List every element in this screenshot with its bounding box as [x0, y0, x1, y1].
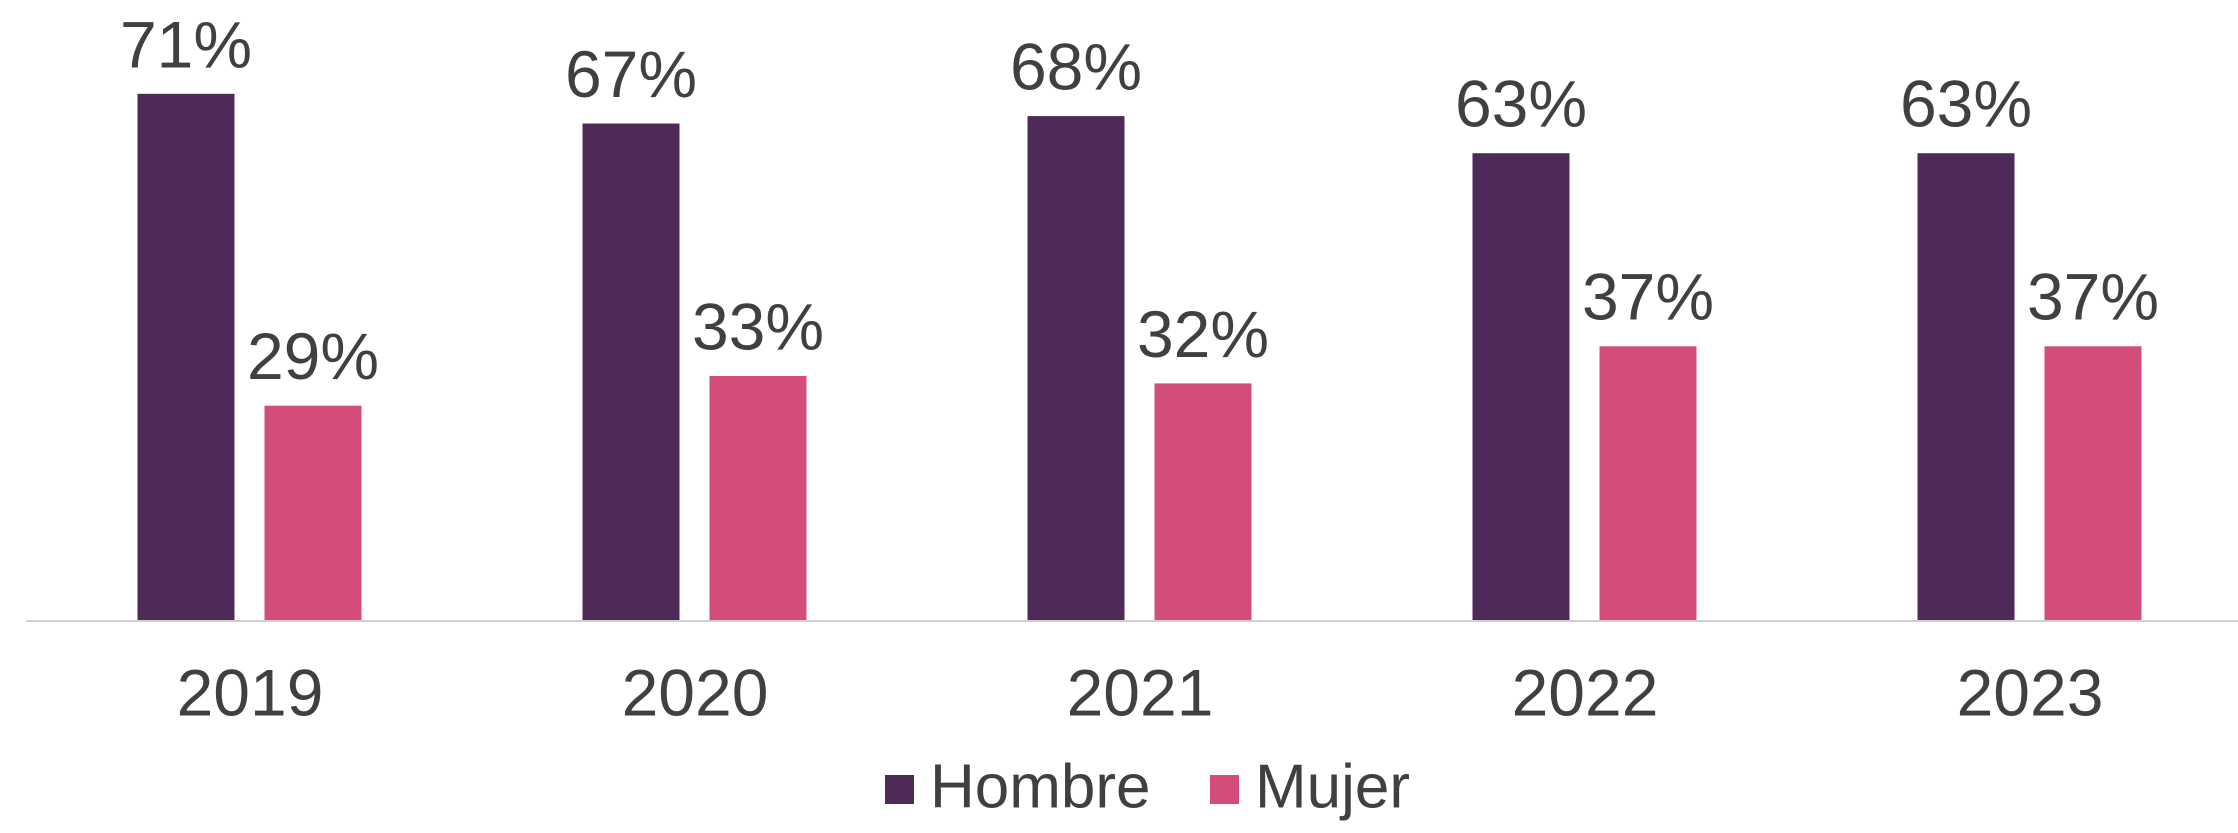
- x-tick-label: 2022: [1512, 655, 1659, 729]
- data-label: 63%: [1900, 67, 2032, 141]
- data-label: 29%: [247, 319, 379, 393]
- legend-label: Hombre: [930, 752, 1151, 821]
- data-label: 37%: [2027, 260, 2159, 334]
- x-tick-label: 2023: [1957, 655, 2104, 729]
- bar: [709, 375, 807, 621]
- bar: [1917, 153, 2015, 621]
- data-label: 68%: [1010, 30, 1142, 104]
- bar: [137, 93, 235, 621]
- bar: [1027, 116, 1125, 621]
- data-label: 32%: [1137, 297, 1269, 371]
- legend-swatch: [1210, 775, 1239, 804]
- bar: [582, 123, 680, 622]
- legend-swatch: [885, 775, 914, 804]
- data-label: 37%: [1582, 260, 1714, 334]
- legend-label: Mujer: [1255, 752, 1410, 821]
- bar: [1599, 346, 1697, 621]
- bar: [264, 405, 362, 621]
- data-label: 33%: [692, 289, 824, 363]
- bar: [1472, 153, 1570, 621]
- x-tick-label: 2021: [1067, 655, 1214, 729]
- data-label: 71%: [120, 7, 252, 81]
- data-label: 67%: [565, 37, 697, 111]
- bar: [2044, 346, 2142, 621]
- data-label: 63%: [1455, 67, 1587, 141]
- bar: [1154, 383, 1252, 621]
- x-tick-label: 2019: [177, 655, 324, 729]
- x-tick-label: 2020: [622, 655, 769, 729]
